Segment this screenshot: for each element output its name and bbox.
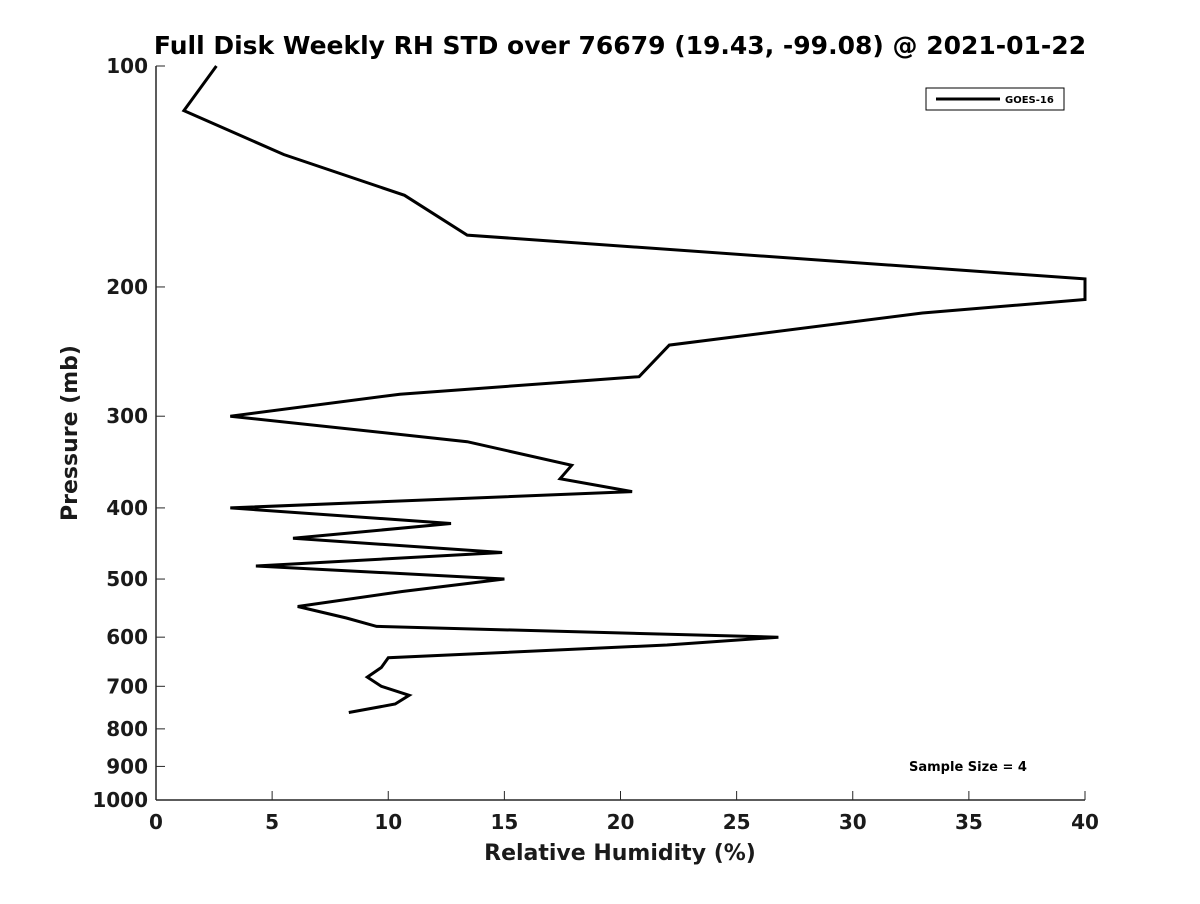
sample-size-annotation: Sample Size = 4 bbox=[909, 760, 1027, 775]
x-axis-label: Relative Humidity (%) bbox=[484, 841, 756, 866]
x-tick-label: 20 bbox=[607, 810, 635, 834]
legend-label: GOES-16 bbox=[1005, 95, 1054, 106]
y-tick-label: 400 bbox=[106, 496, 148, 520]
x-tick-label: 40 bbox=[1071, 810, 1099, 834]
x-tick-label: 15 bbox=[490, 810, 518, 834]
y-axis-label: Pressure (mb) bbox=[58, 345, 83, 521]
x-tick-label: 5 bbox=[265, 810, 279, 834]
y-tick-label: 200 bbox=[106, 275, 148, 299]
y-tick-label: 600 bbox=[106, 625, 148, 649]
series-line-goes-16 bbox=[181, 65, 1087, 714]
y-tick-label: 700 bbox=[106, 674, 148, 698]
chart-title: Full Disk Weekly RH STD over 76679 (19.4… bbox=[154, 31, 1086, 60]
y-tick-label: 100 bbox=[106, 54, 148, 78]
y-axis: 100 200 300 400 500 600 700 800 900 1000 bbox=[92, 54, 165, 812]
x-tick-label: 10 bbox=[374, 810, 402, 834]
series-layer bbox=[181, 65, 1087, 714]
y-tick-label: 1000 bbox=[92, 788, 148, 812]
x-tick-label: 35 bbox=[955, 810, 983, 834]
y-tick-label: 300 bbox=[106, 404, 148, 428]
y-tick-label: 500 bbox=[106, 567, 148, 591]
y-tick-label: 800 bbox=[106, 717, 148, 741]
legend: GOES-16 bbox=[925, 87, 1065, 111]
x-tick-label: 25 bbox=[723, 810, 751, 834]
y-tick-label: 900 bbox=[106, 754, 148, 778]
x-axis: 0 5 10 15 20 25 30 35 40 bbox=[149, 791, 1099, 834]
plot-area bbox=[156, 66, 1085, 800]
x-tick-label: 0 bbox=[149, 810, 163, 834]
x-tick-label: 30 bbox=[839, 810, 867, 834]
